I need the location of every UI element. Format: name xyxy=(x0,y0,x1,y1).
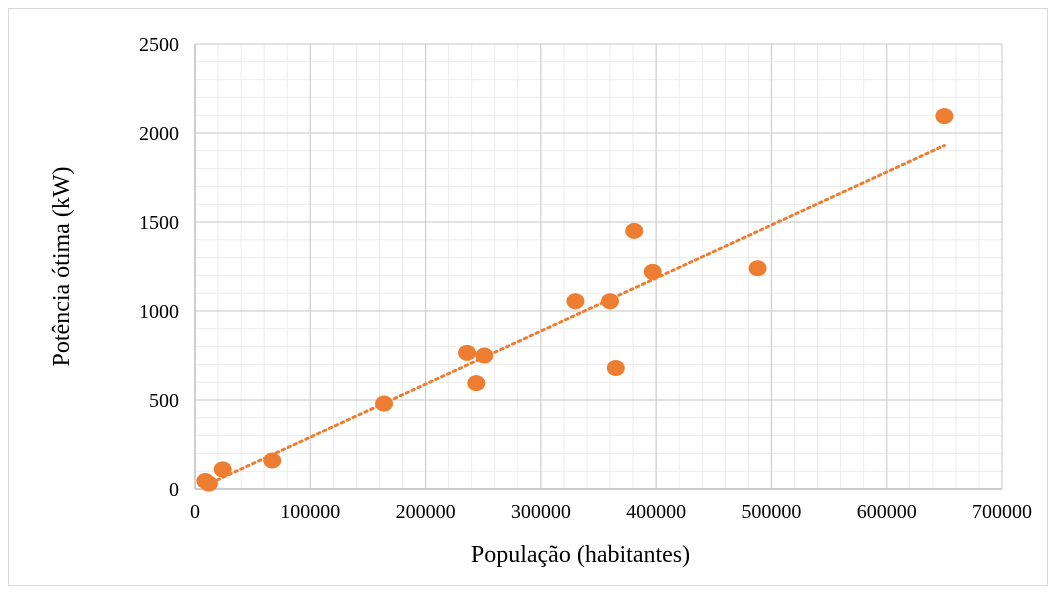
data-point xyxy=(606,359,625,376)
trendline xyxy=(203,143,946,487)
data-point xyxy=(625,222,644,239)
data-point xyxy=(199,475,218,492)
data-point xyxy=(375,395,394,412)
data-point xyxy=(467,375,486,392)
data-point xyxy=(643,263,662,280)
y-tick-labels: 0 500 1000 1500 2000 2500 xyxy=(139,34,179,501)
data-point xyxy=(566,293,585,310)
y-tick-label: 1000 xyxy=(139,301,179,323)
scatter-chart: 0 100000 200000 300000 400000 500000 600000 700… xyxy=(49,34,1032,568)
y-tick-label: 1500 xyxy=(139,212,179,234)
major-grid xyxy=(194,43,1003,490)
chart-frame: 0 100000 200000 300000 400000 500000 600000 700… xyxy=(8,8,1048,586)
y-axis-title: Potência ótima (kW) xyxy=(49,167,75,367)
y-tick-label: 2500 xyxy=(139,34,179,56)
trendline-group xyxy=(203,143,946,487)
x-tick-label: 700000 xyxy=(972,501,1032,523)
x-tick-label: 500000 xyxy=(741,501,801,523)
x-tick-labels: 0 100000 200000 300000 400000 500000 600000 700… xyxy=(190,501,1032,523)
axes xyxy=(194,44,1002,490)
x-tick-label: 0 xyxy=(190,501,200,523)
data-point xyxy=(213,461,232,478)
data-point xyxy=(458,344,477,361)
x-tick-label: 400000 xyxy=(626,501,686,523)
data-point xyxy=(935,108,954,125)
x-tick-label: 600000 xyxy=(857,501,917,523)
data-point xyxy=(263,452,282,469)
y-tick-label: 500 xyxy=(149,390,179,412)
data-point xyxy=(748,260,767,277)
y-tick-label: 2000 xyxy=(139,123,179,145)
x-tick-label: 200000 xyxy=(396,501,456,523)
y-tick-label: 0 xyxy=(169,479,179,501)
minor-grid xyxy=(194,43,1003,490)
data-points xyxy=(196,108,954,492)
data-point xyxy=(601,293,620,310)
data-point xyxy=(475,347,494,364)
x-axis-title: População (habitantes) xyxy=(471,542,690,568)
x-tick-label: 300000 xyxy=(511,501,571,523)
x-tick-label: 100000 xyxy=(280,501,340,523)
